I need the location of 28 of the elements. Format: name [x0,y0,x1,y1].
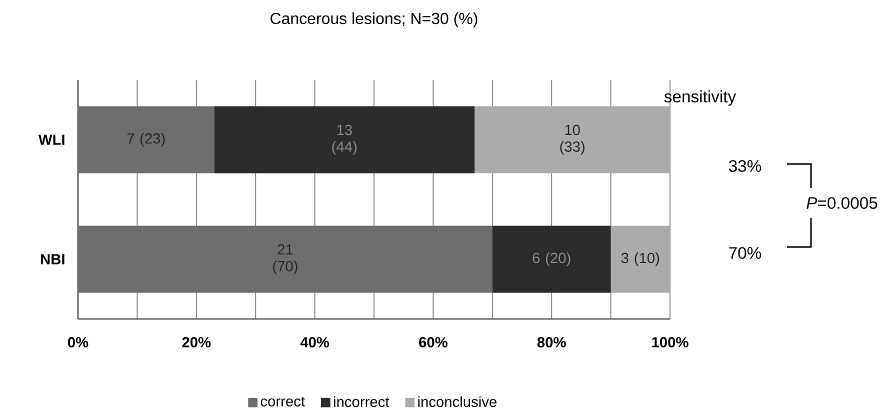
chart-title: Cancerous lesions; N=30 (%) [270,12,478,28]
x-tick-label: 40% [300,337,330,348]
legend-label: correct [260,396,305,406]
x-tick-label: 0% [68,337,88,348]
x-tick-label: 20% [182,337,211,348]
bar [78,226,492,293]
annotation: sensitivity [664,90,736,106]
text: P=0.0005 [806,197,878,209]
x-tick-label: 80% [537,337,566,348]
bar [78,106,214,174]
bar [492,226,611,293]
bar [474,106,670,174]
text: 33% [728,160,762,172]
y-tick-label: WLI [38,134,64,145]
y-tick-label: NBI [41,254,64,264]
legend-label: incorrect [334,396,390,408]
x-tick-label: 60% [419,337,448,348]
data-label: 3 (10) [621,252,660,266]
data-label: 10 (33) [560,124,584,155]
data-label: 13 (44) [332,124,357,155]
bar [610,226,670,293]
text: 70% [729,247,762,259]
bar [214,106,475,174]
data-label: 7 (23) [127,132,165,147]
x-tick-label: 100% [652,337,688,348]
data-label: 21 (70) [273,244,298,274]
legend-label: inconclusive [418,396,496,408]
data-label: 6 (20) [532,252,570,266]
